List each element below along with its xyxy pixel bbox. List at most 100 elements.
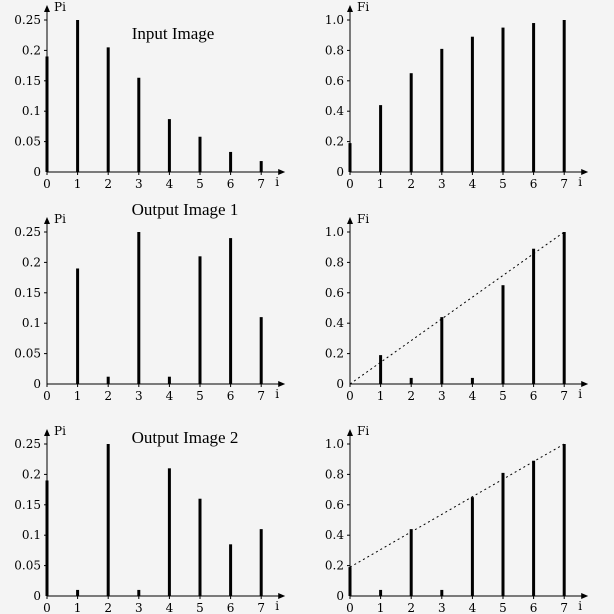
bar [409, 529, 413, 596]
x-tick-label: 1 [74, 177, 82, 191]
y-tick-label: 0.6 [325, 498, 344, 512]
reference-line [349, 443, 565, 568]
x-tick-label: 1 [74, 389, 82, 403]
y-tick-label: 0.6 [325, 286, 344, 300]
x-axis-label: i [275, 175, 279, 189]
y-tick-label: 0.25 [14, 13, 41, 27]
y-axis-label: Fi [357, 424, 369, 438]
bar [532, 248, 536, 384]
x-axis-arrow [278, 593, 286, 599]
x-axis-label: i [275, 387, 279, 401]
x-tick-label: 2 [407, 601, 415, 614]
x-tick-label: 5 [499, 389, 507, 403]
bar [198, 136, 202, 172]
x-tick-label: 0 [346, 389, 354, 403]
x-tick-label: 7 [257, 177, 265, 191]
chart-title: Output Image 1 [132, 200, 239, 219]
x-axis-arrow [278, 381, 286, 387]
y-tick-label: 0.1 [22, 528, 41, 542]
x-tick-label: 5 [196, 601, 204, 614]
x-tick-label: 5 [499, 177, 507, 191]
y-tick-label: 0 [33, 165, 41, 179]
bar [379, 355, 383, 384]
x-tick-label: 5 [196, 177, 204, 191]
x-tick-label: 6 [530, 389, 538, 403]
x-tick-label: 0 [346, 177, 354, 191]
bar [167, 119, 171, 172]
bar [106, 376, 110, 384]
x-tick-label: 3 [135, 601, 143, 614]
y-tick-label: 0.15 [14, 286, 41, 300]
bar [259, 161, 263, 172]
bar [76, 589, 80, 596]
y-tick-label: 1.0 [325, 225, 344, 239]
x-tick-label: 2 [104, 389, 112, 403]
bar [45, 480, 49, 596]
y-tick-label: 0.8 [325, 255, 344, 269]
x-tick-label: 4 [166, 601, 174, 614]
x-tick-label: 7 [560, 177, 568, 191]
y-tick-label: 0.6 [325, 74, 344, 88]
bar [470, 36, 474, 172]
y-tick-label: 0.15 [14, 74, 41, 88]
bar [259, 529, 263, 596]
y-axis-label: Pi [54, 424, 66, 438]
x-tick-label: 3 [135, 177, 143, 191]
bar [562, 444, 566, 596]
y-tick-label: 0 [336, 589, 344, 603]
y-tick-label: 0.2 [325, 135, 344, 149]
y-tick-label: 0.2 [22, 467, 41, 481]
x-tick-label: 6 [227, 389, 235, 403]
x-tick-label: 0 [346, 601, 354, 614]
bar [348, 143, 352, 172]
y-tick-label: 0.1 [22, 104, 41, 118]
x-tick-label: 0 [43, 389, 51, 403]
x-tick-label: 3 [135, 389, 143, 403]
bar [470, 497, 474, 596]
x-tick-label: 6 [530, 177, 538, 191]
x-tick-label: 4 [469, 601, 477, 614]
y-tick-label: 1.0 [325, 13, 344, 27]
x-tick-label: 1 [377, 389, 385, 403]
bar [501, 27, 505, 172]
bar [137, 77, 141, 172]
bar [348, 567, 352, 596]
y-tick-label: 0.4 [325, 316, 344, 330]
y-tick-label: 0.2 [325, 347, 344, 361]
bar [440, 317, 444, 384]
y-tick-label: 0.25 [14, 437, 41, 451]
y-axis-label: Fi [357, 212, 369, 226]
x-axis-label: i [578, 387, 582, 401]
bar [501, 285, 505, 384]
y-axis-arrow [347, 5, 353, 12]
x-tick-label: 4 [166, 177, 174, 191]
x-tick-label: 3 [438, 177, 446, 191]
y-tick-label: 0.1 [22, 316, 41, 330]
y-tick-label: 0.2 [22, 255, 41, 269]
bar [229, 238, 233, 384]
bar [106, 47, 110, 172]
x-tick-label: 4 [469, 389, 477, 403]
bar [259, 317, 263, 384]
y-tick-label: 0.05 [14, 347, 41, 361]
bar [76, 268, 80, 384]
y-tick-label: 0.05 [14, 135, 41, 149]
reference-line [349, 231, 565, 385]
bar [76, 20, 80, 172]
y-tick-label: 0.2 [325, 559, 344, 573]
x-axis-label: i [275, 599, 279, 613]
bar [409, 73, 413, 172]
x-tick-label: 0 [43, 177, 51, 191]
bar [137, 232, 141, 384]
x-axis-label: i [578, 599, 582, 613]
x-tick-label: 7 [560, 601, 568, 614]
y-tick-label: 0.4 [325, 528, 344, 542]
bar [45, 56, 49, 173]
x-tick-label: 1 [74, 601, 82, 614]
y-tick-label: 0 [33, 589, 41, 603]
bar [379, 589, 383, 596]
y-tick-label: 0.4 [325, 104, 344, 118]
bar [470, 377, 474, 384]
y-axis-label: Fi [357, 0, 369, 14]
x-tick-label: 6 [227, 177, 235, 191]
